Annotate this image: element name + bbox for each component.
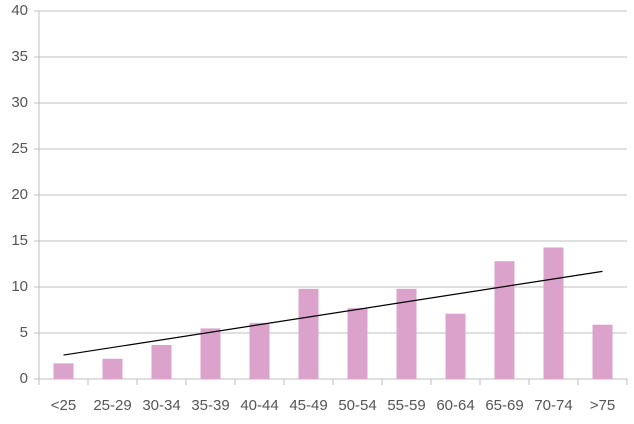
x-tick-label: 35-39 xyxy=(191,397,229,414)
y-tick-label: 0 xyxy=(20,370,28,387)
y-tick-label: 40 xyxy=(11,2,28,19)
x-tick-label: 45-49 xyxy=(289,397,327,414)
bar xyxy=(200,328,221,379)
x-tick-label: 70-74 xyxy=(534,397,572,414)
x-tick-label: 30-34 xyxy=(142,397,180,414)
y-tick-label: 20 xyxy=(11,186,28,203)
x-tick-label: >75 xyxy=(590,397,615,414)
y-tick-label: 10 xyxy=(11,278,28,295)
bar xyxy=(249,322,270,379)
bar xyxy=(592,324,613,379)
y-tick-label: 30 xyxy=(11,94,28,111)
bar xyxy=(53,363,74,379)
trend-line xyxy=(63,270,603,356)
bar xyxy=(298,288,319,379)
bar xyxy=(543,247,564,379)
x-tick-label: <25 xyxy=(51,397,76,414)
x-tick-label: 50-54 xyxy=(338,397,376,414)
bar xyxy=(151,344,172,379)
x-tick-label: 60-64 xyxy=(436,397,474,414)
x-tick-label: 55-59 xyxy=(387,397,425,414)
bar xyxy=(347,308,368,379)
y-tick-label: 25 xyxy=(11,140,28,157)
y-tick-label: 5 xyxy=(20,324,28,341)
y-tick-label: 15 xyxy=(11,232,28,249)
bar xyxy=(396,288,417,379)
x-tick-label: 65-69 xyxy=(485,397,523,414)
y-tick-label: 35 xyxy=(11,48,28,65)
x-tick-label: 40-44 xyxy=(240,397,278,414)
bar xyxy=(445,313,466,379)
x-tick-label: 25-29 xyxy=(93,397,131,414)
bar xyxy=(494,261,515,379)
bar xyxy=(102,358,123,379)
